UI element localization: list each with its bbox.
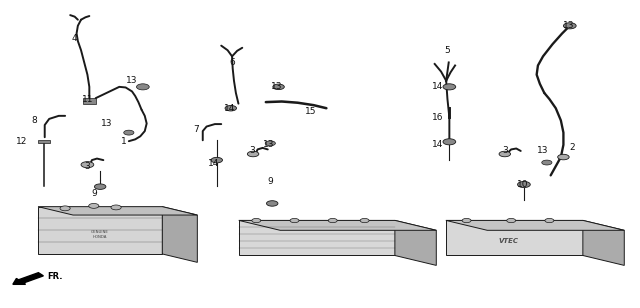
Circle shape xyxy=(89,204,99,208)
Circle shape xyxy=(360,218,369,223)
Polygon shape xyxy=(583,221,624,265)
Text: 10: 10 xyxy=(517,180,529,189)
Circle shape xyxy=(266,201,278,206)
Text: GENUINE
HONDA: GENUINE HONDA xyxy=(92,230,109,239)
Circle shape xyxy=(443,84,456,90)
Circle shape xyxy=(95,184,106,189)
Circle shape xyxy=(273,84,284,90)
FancyArrow shape xyxy=(13,273,44,284)
Polygon shape xyxy=(446,221,583,256)
Text: 12: 12 xyxy=(16,137,28,146)
Circle shape xyxy=(265,141,275,146)
Circle shape xyxy=(252,218,260,223)
Text: 8: 8 xyxy=(31,116,37,125)
Text: 13: 13 xyxy=(563,21,574,30)
Text: 16: 16 xyxy=(432,113,444,122)
Text: 3: 3 xyxy=(249,146,255,156)
Text: 13: 13 xyxy=(100,119,112,128)
Circle shape xyxy=(290,218,299,223)
Polygon shape xyxy=(239,221,436,230)
Circle shape xyxy=(247,151,259,157)
Circle shape xyxy=(225,105,237,111)
Text: 13: 13 xyxy=(263,140,275,149)
Text: 13: 13 xyxy=(271,82,282,91)
Text: VTEC: VTEC xyxy=(498,238,518,244)
Text: 6: 6 xyxy=(229,58,235,67)
Text: FR.: FR. xyxy=(47,272,63,281)
Circle shape xyxy=(124,130,134,135)
Circle shape xyxy=(462,218,471,223)
Text: 13: 13 xyxy=(126,76,138,85)
Text: 15: 15 xyxy=(305,107,316,116)
Circle shape xyxy=(136,84,149,90)
Polygon shape xyxy=(163,207,197,262)
Text: 11: 11 xyxy=(82,95,93,103)
Circle shape xyxy=(81,162,94,168)
Circle shape xyxy=(60,206,70,211)
FancyBboxPatch shape xyxy=(83,98,96,103)
Polygon shape xyxy=(446,221,624,230)
Polygon shape xyxy=(395,221,436,265)
Circle shape xyxy=(557,154,569,160)
Circle shape xyxy=(507,218,516,223)
Text: 3: 3 xyxy=(84,162,90,171)
Circle shape xyxy=(328,218,337,223)
Circle shape xyxy=(211,157,223,163)
Text: 9: 9 xyxy=(268,177,273,186)
Text: 2: 2 xyxy=(569,144,575,152)
Polygon shape xyxy=(239,221,395,256)
Circle shape xyxy=(518,181,531,188)
Text: 3: 3 xyxy=(502,146,508,156)
Text: 13: 13 xyxy=(537,146,548,156)
Text: 1: 1 xyxy=(121,137,127,146)
Text: 4: 4 xyxy=(72,34,77,43)
Circle shape xyxy=(443,139,456,145)
Circle shape xyxy=(545,218,554,223)
Text: 9: 9 xyxy=(91,189,97,198)
Text: 14: 14 xyxy=(224,104,236,113)
Circle shape xyxy=(111,205,121,210)
Text: 14: 14 xyxy=(432,140,444,149)
Polygon shape xyxy=(38,207,197,215)
Circle shape xyxy=(499,151,511,157)
FancyBboxPatch shape xyxy=(38,140,50,143)
Text: 7: 7 xyxy=(193,125,198,134)
Polygon shape xyxy=(38,207,163,254)
Text: 5: 5 xyxy=(445,46,451,55)
Text: 14: 14 xyxy=(432,82,444,91)
Text: 14: 14 xyxy=(208,159,220,168)
Circle shape xyxy=(563,23,576,29)
Circle shape xyxy=(541,160,552,165)
